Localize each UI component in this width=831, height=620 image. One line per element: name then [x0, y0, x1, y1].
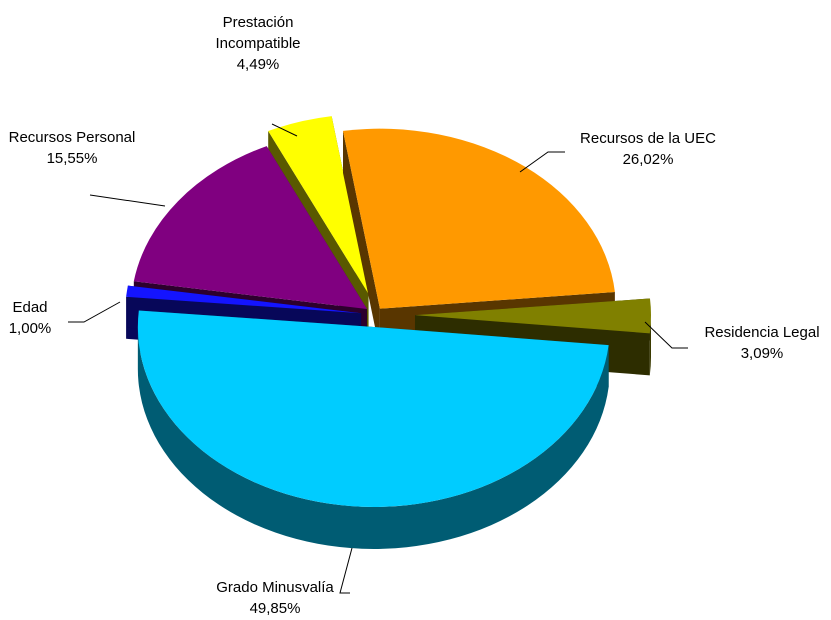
- slice-label: Recursos de la UEC 26,02%: [563, 128, 733, 170]
- slice-category: Prestación Incompatible: [215, 14, 301, 52]
- slice-label: Recursos Personal 15,55%: [0, 127, 152, 169]
- slice-label: Edad 1,00%: [0, 297, 60, 339]
- slice-category: Recursos Personal: [8, 129, 136, 146]
- slice-category: Residencia Legal: [704, 324, 820, 341]
- leader-line: [68, 301, 121, 323]
- slice-value: 49,85%: [249, 600, 301, 617]
- leader-line: [519, 151, 565, 173]
- pie-slice: [126, 285, 362, 314]
- pie-slice: [133, 146, 367, 310]
- slice-group: [137, 310, 609, 549]
- leader-line: [89, 194, 166, 207]
- leader-line: [644, 321, 688, 349]
- slice-category: Recursos de la UEC: [580, 130, 716, 147]
- slice-side-face: [342, 130, 380, 351]
- leader-line: [271, 123, 298, 137]
- slice-category: Grado Minusvalía: [216, 579, 334, 596]
- slice-wall: [137, 326, 609, 549]
- slice-label: Residencia Legal 3,09%: [687, 322, 831, 364]
- pie-slice: [137, 310, 609, 507]
- leader-line: [339, 547, 353, 594]
- slice-label: Grado Minusvalía 49,85%: [190, 577, 360, 619]
- slice-value: 1,00%: [8, 320, 52, 337]
- slice-value: 3,09%: [740, 345, 784, 362]
- pie-slice: [414, 298, 651, 334]
- slice-category: Edad: [12, 299, 48, 316]
- slice-wall: [649, 315, 651, 376]
- slice-value: 4,49%: [236, 56, 280, 73]
- pie-slice: [342, 128, 615, 309]
- slice-value: 15,55%: [46, 150, 98, 167]
- slice-label: Prestación Incompatible 4,49%: [203, 12, 313, 75]
- pie-slice: [268, 116, 369, 294]
- slice-value: 26,02%: [622, 151, 674, 168]
